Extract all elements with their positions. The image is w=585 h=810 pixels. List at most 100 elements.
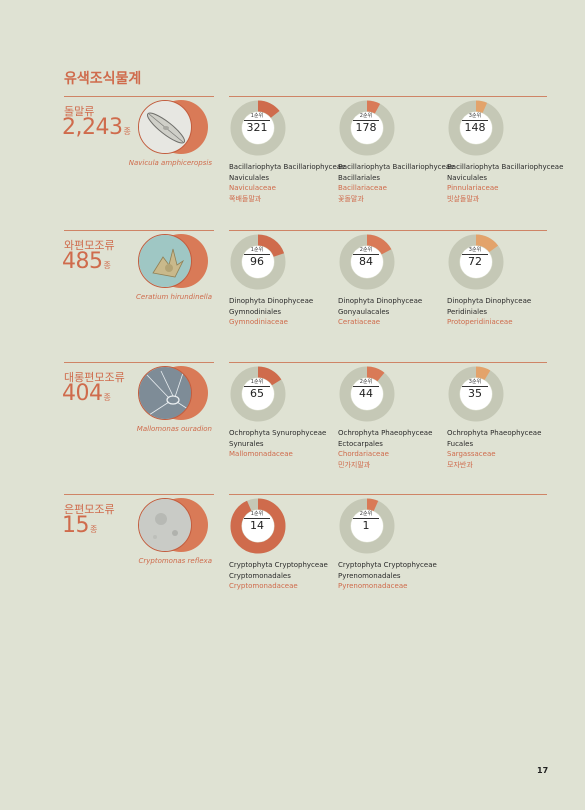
section-divider (64, 96, 214, 97)
group-count-value: 485 (62, 249, 103, 274)
taxonomy-text: Cryptophyta Cryptophyceae Pyrenomonadales… (338, 560, 437, 592)
rank-badge: 2순위 44 (353, 379, 379, 400)
taxon-line: Ochrophyta Phaeophyceae (447, 429, 542, 437)
taxonomy-text: Dinophyta Dinophyceae Peridiniales Protope… (447, 296, 531, 328)
rank-badge: 2순위 84 (353, 247, 379, 268)
taxonomy-text: Bacillariophyta Bacillariophyceae Bacilla… (338, 162, 454, 204)
rank-count: 178 (355, 121, 377, 134)
family-korean-name: 민가지말과 (338, 460, 371, 469)
taxonomy-text: Cryptophyta Cryptophyceae Cryptomonadales… (229, 560, 328, 592)
group-name: 대롱편모조류 (64, 371, 125, 384)
rank-label: 2순위 (353, 113, 379, 121)
family-korean-name: 모자반과 (447, 460, 473, 469)
section-divider (64, 230, 214, 231)
group-name: 은편모조류 (64, 503, 115, 516)
donut-share-arc (339, 366, 395, 422)
family-name: Ceratiaceae (338, 318, 381, 326)
rank-label: 1순위 (244, 379, 270, 387)
taxon-line: Naviculales (229, 173, 270, 182)
rank-block: 3순위 148 Bacillariophyta Bacillariophyceae N… (447, 100, 563, 203)
taxon-line: Dinophyta Dinophyceae (229, 297, 314, 305)
section-divider (64, 362, 214, 363)
family-name: Naviculaceae (229, 184, 276, 192)
rank-block: 3순위 35 Ochrophyta Phaeophyceae Fucales Sarga… (447, 366, 557, 469)
rank-count: 65 (250, 387, 264, 400)
specimen-image (138, 234, 210, 288)
rank-block: 1순위 321 Bacillariophyta Bacillariophyceae N… (229, 100, 345, 203)
taxon-line: Naviculales (447, 173, 488, 182)
taxonomy-text: Ochrophyta Phaeophyceae Fucales Sargassace… (447, 428, 541, 470)
section-divider (229, 494, 547, 495)
rank-count: 1 (362, 519, 370, 532)
section-divider (229, 96, 547, 97)
rank-count: 35 (468, 387, 482, 400)
cryptomonas-icon (139, 499, 191, 551)
taxonomy-text: Ochrophyta Synurophyceae Synurales Mallomo… (229, 428, 326, 460)
group-species-count: 15종 (62, 513, 97, 538)
family-korean-name: 쪽배돌말과 (229, 194, 262, 203)
rank-label: 1순위 (244, 247, 270, 255)
donut-share-arc (230, 366, 286, 422)
rank-badge: 3순위 148 (462, 113, 488, 134)
page-title: 유색조식물계 (64, 71, 142, 87)
rank-badge: 2순위 1 (353, 511, 379, 532)
family-korean-name: 빗살돌말과 (447, 194, 480, 203)
diatom-icon (139, 101, 191, 153)
mallomonas-icon (139, 367, 191, 419)
donut-share-arc (339, 498, 395, 554)
group-name: 돌말류 (64, 105, 95, 118)
page-number: 17 (537, 766, 549, 775)
taxon-line: Cryptophyta Cryptophyceae (229, 561, 328, 569)
species-caption: Mallomonas ouradion (136, 425, 212, 433)
specimen-photo (138, 234, 192, 288)
taxon-line: Fucales (447, 439, 474, 448)
taxonomy-text: Dinophyta Dinophyceae Gonyaulacales Cerati… (338, 296, 422, 328)
rank-count: 14 (250, 519, 264, 532)
taxon-line: Gonyaulacales (338, 307, 390, 316)
taxon-line: Bacillariophyta Bacillariophyceae (229, 163, 346, 171)
family-name: Cryptomonadaceae (229, 582, 298, 590)
specimen-photo (138, 366, 192, 420)
group-species-count: 485종 (62, 249, 111, 274)
rank-block: 2순위 1 Cryptophyta Cryptophyceae Pyrenomonad… (338, 498, 448, 590)
specimen-image (138, 100, 210, 154)
rank-block: 2순위 44 Ochrophyta Phaeophyceae Ectocarpales… (338, 366, 448, 469)
family-name: Mallomonadaceae (229, 450, 293, 458)
taxon-line: Ectocarpales (338, 439, 383, 448)
family-name: Chordariaceae (338, 450, 389, 458)
taxonomy-text: Dinophyta Dinophyceae Gymnodiniales Gymnod… (229, 296, 313, 328)
donut-share-arc (230, 498, 286, 554)
group-species-count: 404종 (62, 381, 111, 406)
family-name: Protoperidiniaceae (447, 318, 513, 326)
group-section: 대롱편모조류 404종 Mallomonas ouradion 1순위 65 Ochrop… (0, 362, 585, 494)
donut-share-arc (339, 100, 395, 156)
group-section: 은편모조류 15종 Cryptomonas reflexa 1순위 14 Cryptoph… (0, 494, 585, 626)
group-section: 와편모조류 485종 Ceratium hirundinella 1순위 96 Dinop… (0, 230, 585, 362)
group-count-value: 404 (62, 381, 103, 406)
rank-block: 3순위 72 Dinophyta Dinophyceae Peridiniales Pr… (447, 234, 557, 326)
rank-badge: 1순위 65 (244, 379, 270, 400)
taxon-line: Ochrophyta Synurophyceae (229, 429, 327, 437)
taxon-line: Dinophyta Dinophyceae (447, 297, 532, 305)
taxon-line: Peridiniales (447, 307, 488, 316)
specimen-photo (138, 100, 192, 154)
rank-badge: 1순위 96 (244, 247, 270, 268)
rank-badge: 1순위 321 (244, 113, 270, 134)
family-name: Bacillariaceae (338, 184, 387, 192)
specimen-photo (138, 498, 192, 552)
family-korean-name: 꽃돌말과 (338, 194, 364, 203)
rank-label: 3순위 (462, 247, 488, 255)
rank-count: 96 (250, 255, 264, 268)
taxon-line: Bacillariophyta Bacillariophyceae (447, 163, 564, 171)
group-species-count: 2,243종 (62, 115, 131, 140)
family-name: Sargassaceae (447, 450, 496, 458)
section-divider (64, 494, 214, 495)
group-count-value: 2,243 (62, 115, 123, 140)
group-name: 와편모조류 (64, 239, 115, 252)
family-name: Pyrenomonadaceae (338, 582, 408, 590)
dinoflagellate-icon (139, 235, 191, 287)
rank-label: 1순위 (244, 511, 270, 519)
rank-count: 84 (359, 255, 373, 268)
rank-label: 3순위 (462, 379, 488, 387)
group-count-unit: 종 (90, 525, 97, 534)
